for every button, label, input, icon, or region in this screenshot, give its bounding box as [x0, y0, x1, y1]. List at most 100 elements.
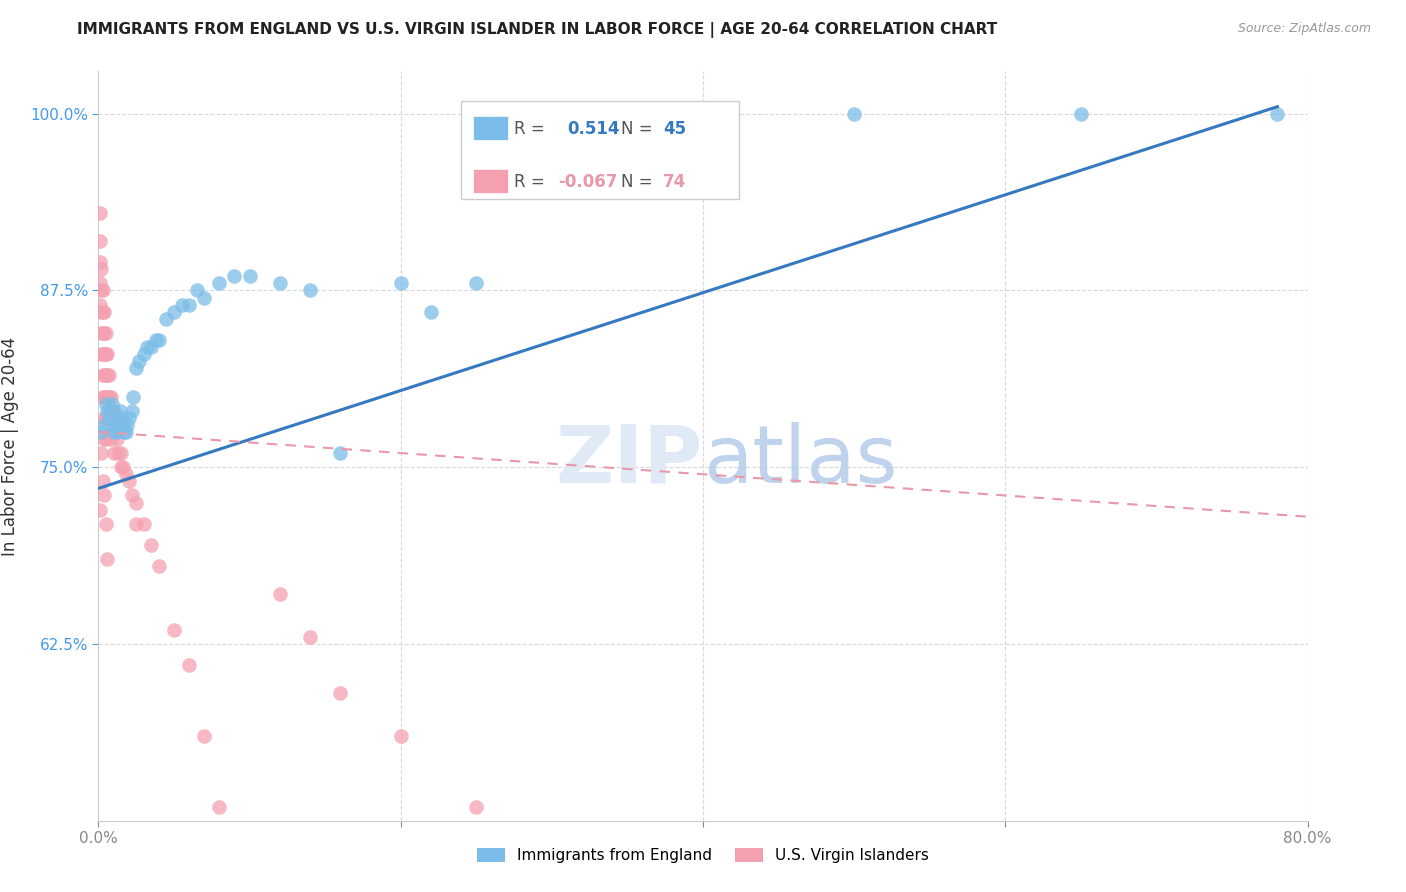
- Point: [103, 425, 125, 439]
- Point: [98, 368, 121, 383]
- Point: [1070, 107, 1092, 121]
- Text: R =: R =: [515, 172, 546, 191]
- Point: [141, 538, 163, 552]
- Point: [98, 410, 121, 425]
- Point: [179, 658, 201, 673]
- Point: [125, 516, 148, 531]
- Point: [100, 410, 122, 425]
- Point: [844, 107, 866, 121]
- Point: [112, 425, 135, 439]
- Point: [96, 552, 118, 566]
- Point: [114, 467, 136, 482]
- Point: [93, 326, 115, 340]
- Point: [104, 417, 127, 432]
- Point: [93, 368, 115, 383]
- Point: [118, 475, 141, 489]
- Point: [91, 390, 114, 404]
- Point: [90, 304, 112, 318]
- Text: IMMIGRANTS FROM ENGLAND VS U.S. VIRGIN ISLANDER IN LABOR FORCE | AGE 20-64 CORRE: IMMIGRANTS FROM ENGLAND VS U.S. VIRGIN I…: [77, 22, 998, 38]
- Point: [155, 311, 177, 326]
- Point: [145, 333, 167, 347]
- Point: [90, 262, 112, 277]
- Point: [91, 326, 114, 340]
- Point: [96, 403, 118, 417]
- Point: [193, 291, 215, 305]
- Point: [91, 347, 114, 361]
- Text: -0.067: -0.067: [558, 172, 617, 191]
- Point: [128, 354, 150, 368]
- Point: [1267, 107, 1289, 121]
- Y-axis label: In Labor Force | Age 20-64: In Labor Force | Age 20-64: [1, 336, 18, 556]
- Point: [121, 488, 143, 502]
- Point: [96, 347, 118, 361]
- Point: [122, 390, 145, 404]
- Point: [94, 432, 117, 446]
- Point: [125, 361, 148, 376]
- Point: [239, 842, 262, 856]
- Point: [94, 368, 117, 383]
- Point: [105, 425, 128, 439]
- Point: [90, 347, 112, 361]
- Point: [103, 403, 125, 417]
- Point: [170, 298, 193, 312]
- Point: [100, 432, 122, 446]
- Point: [224, 269, 246, 284]
- Point: [208, 799, 231, 814]
- Legend: Immigrants from England, U.S. Virgin Islanders: Immigrants from England, U.S. Virgin Isl…: [471, 842, 935, 869]
- Point: [269, 277, 291, 291]
- Point: [107, 410, 129, 425]
- Point: [132, 516, 155, 531]
- Text: R =: R =: [515, 120, 546, 138]
- Point: [94, 326, 117, 340]
- Point: [465, 799, 488, 814]
- Text: N =: N =: [621, 172, 652, 191]
- Point: [94, 347, 117, 361]
- Point: [93, 304, 115, 318]
- FancyBboxPatch shape: [474, 169, 509, 193]
- Point: [107, 446, 129, 460]
- Point: [148, 559, 170, 574]
- Point: [329, 686, 352, 700]
- Point: [96, 410, 118, 425]
- Point: [90, 425, 112, 439]
- Point: [90, 326, 112, 340]
- Point: [141, 340, 163, 354]
- Point: [91, 475, 114, 489]
- Point: [148, 333, 170, 347]
- Point: [329, 446, 352, 460]
- Point: [93, 488, 115, 502]
- Text: 0.514: 0.514: [568, 120, 620, 138]
- Point: [125, 495, 148, 509]
- Text: Source: ZipAtlas.com: Source: ZipAtlas.com: [1237, 22, 1371, 36]
- Point: [193, 729, 215, 743]
- Point: [101, 396, 124, 410]
- Point: [132, 347, 155, 361]
- Point: [389, 277, 412, 291]
- Point: [420, 304, 443, 318]
- Text: N =: N =: [621, 120, 652, 138]
- Point: [110, 460, 132, 475]
- Point: [103, 446, 125, 460]
- Point: [224, 828, 246, 842]
- Point: [94, 390, 117, 404]
- Point: [89, 502, 111, 516]
- Point: [98, 410, 121, 425]
- Point: [93, 410, 115, 425]
- Point: [111, 417, 134, 432]
- Point: [93, 417, 115, 432]
- Point: [100, 390, 122, 404]
- Point: [98, 390, 121, 404]
- FancyBboxPatch shape: [474, 116, 509, 140]
- Point: [90, 284, 112, 298]
- Text: ZIP: ZIP: [555, 422, 703, 500]
- Point: [163, 623, 186, 637]
- Point: [89, 298, 111, 312]
- Point: [103, 425, 125, 439]
- Point: [101, 425, 124, 439]
- Point: [93, 390, 115, 404]
- Point: [105, 432, 128, 446]
- Point: [90, 446, 112, 460]
- Text: 74: 74: [664, 172, 686, 191]
- Point: [239, 269, 262, 284]
- Point: [299, 284, 322, 298]
